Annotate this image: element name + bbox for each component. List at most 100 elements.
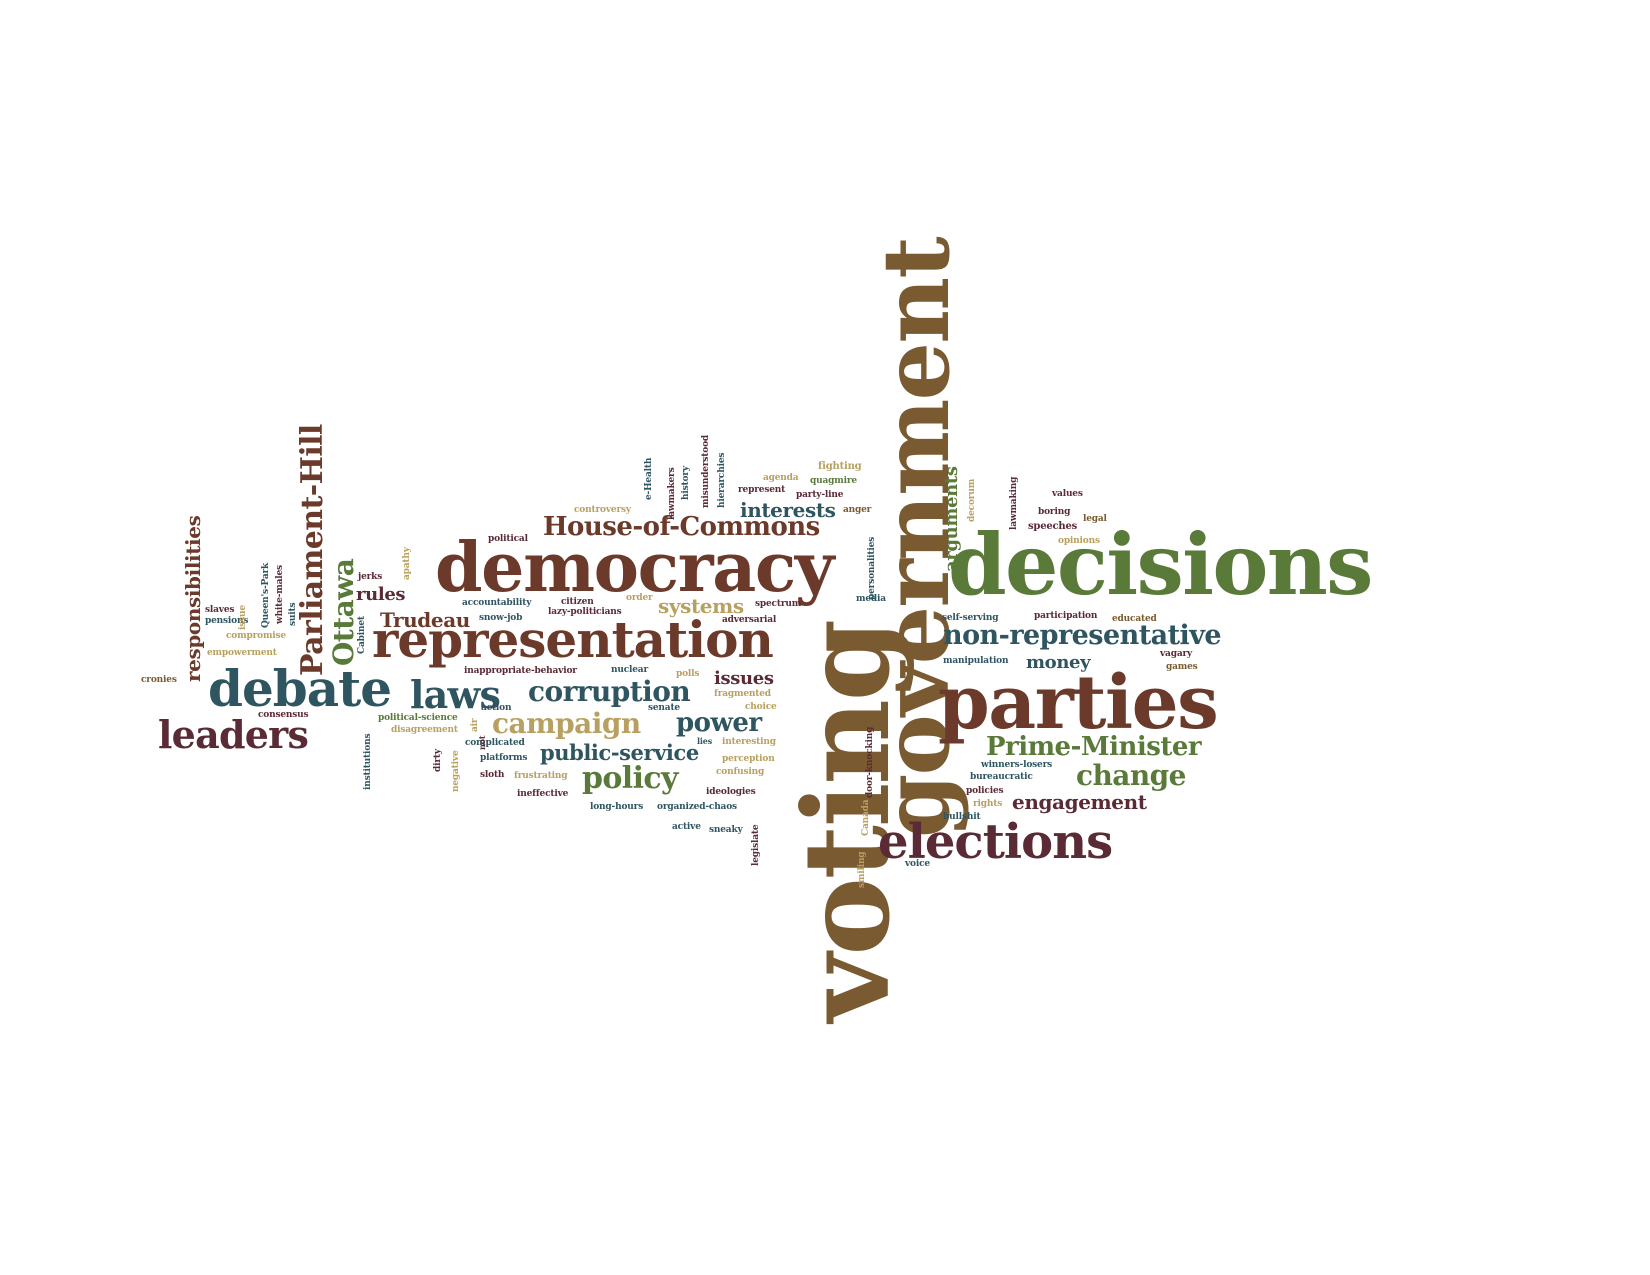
word-responsibilities: responsibilities [181, 515, 205, 682]
word-spectrum: spectrum [755, 599, 802, 609]
word-fighting: fighting [818, 461, 862, 472]
word-confusing: confusing [716, 767, 765, 777]
word-frustrating: frustrating [514, 771, 568, 781]
word-lies: lies [697, 736, 713, 746]
word-jerks: jerks [358, 572, 383, 582]
word-issues: issues [714, 668, 774, 689]
word-change: change [1076, 759, 1187, 792]
word-issue: issue [238, 605, 248, 630]
word-arguments: arguments [941, 466, 962, 572]
word-systems: systems [658, 594, 744, 618]
word-not: not [477, 735, 487, 750]
word-quagmire: quagmire [810, 476, 857, 486]
word-vagary: vagary [1160, 649, 1193, 659]
word-controversy: controversy [574, 505, 631, 515]
word-canada: Canada [861, 799, 871, 836]
word-order: order [626, 593, 653, 603]
word-cabinet: Cabinet [357, 616, 367, 654]
word-bullshit: bullshit [943, 812, 981, 822]
word-lawmaking: lawmaking [1009, 476, 1019, 530]
word-elections: elections [878, 814, 1113, 870]
word-inappropriate-behavior: inappropriate-behavior [464, 666, 577, 676]
word-political: political [488, 534, 528, 544]
word-ineffective: ineffective [517, 789, 569, 799]
word-prime-minister: Prime-Minister [986, 732, 1202, 762]
word-opinions: opinions [1058, 536, 1100, 546]
word-policies: policies [966, 786, 1004, 796]
word-participation: participation [1034, 611, 1098, 621]
word-house-of-commons: House-of-Commons [543, 512, 820, 542]
word-interesting: interesting [722, 737, 776, 747]
word-political-science: political-science [378, 713, 458, 723]
word-perception: perception [722, 754, 775, 764]
word-nuclear: nuclear [611, 665, 649, 675]
word-represent: represent [738, 485, 786, 495]
word-power: power [676, 708, 762, 738]
word-boring: boring [1038, 507, 1071, 517]
word-queens-park: Queen's-Park [261, 562, 271, 628]
word-money: money [1026, 652, 1091, 673]
word-anger: anger [843, 505, 872, 515]
word-party-line: party-line [796, 490, 844, 500]
word-cronies: cronies [141, 675, 177, 685]
word-history: history [681, 466, 691, 500]
word-misunderstood: misunderstood [701, 434, 711, 508]
word-sneaky: sneaky [709, 825, 743, 835]
word-accountability: accountability [462, 598, 532, 608]
word-snow-job: snow-job [479, 613, 523, 623]
word-self-serving: self-serving [942, 613, 999, 623]
word-citizen: citizen [561, 597, 594, 607]
word-slaves: slaves [205, 605, 235, 615]
word-legal: legal [1083, 514, 1107, 524]
word-white-males: white-males [275, 565, 285, 624]
word-decisions: decisions [948, 515, 1373, 614]
word-long-hours: long-hours [590, 802, 644, 812]
word-non-representative: non-representative [943, 620, 1222, 651]
word-trudeau: Trudeau [380, 608, 470, 632]
word-debate: debate [208, 659, 392, 718]
word-dirty: dirty [433, 749, 443, 772]
word-manipulation: manipulation [943, 656, 1009, 666]
word-public-service: public-service [540, 740, 699, 765]
word-lawmakers: lawmakers [667, 467, 677, 520]
word-representation: representation [372, 610, 774, 669]
word-consensus: consensus [258, 710, 309, 720]
word-policy: policy [582, 761, 678, 796]
word-apathy: apathy [402, 547, 412, 580]
word-personalities: personalities [867, 536, 877, 600]
word-action: action [481, 703, 512, 713]
word-campaign: campaign [492, 707, 641, 740]
word-compromise: compromise [226, 631, 286, 641]
word-agenda: agenda [763, 473, 799, 483]
word-ottawa: Ottawa [327, 558, 360, 666]
word-lazy-politicians: lazy-politicians [548, 607, 622, 617]
word-active: active [672, 822, 701, 832]
word-speeches: speeches [1028, 521, 1078, 532]
word-polls: polls [676, 669, 700, 679]
word-rules: rules [356, 584, 406, 605]
word-parliament-hill: Parliament-Hill [295, 424, 330, 676]
word-games: games [1166, 662, 1198, 672]
word-e-health: e-Health [644, 457, 654, 500]
word-corruption: corruption [528, 675, 691, 708]
word-winners-losers: winners-losers [981, 760, 1053, 770]
word-adversarial: adversarial [722, 615, 777, 625]
word-smiling: smiling [857, 851, 867, 888]
word-values: values [1052, 489, 1083, 499]
word-choice: choice [745, 702, 777, 712]
word-fragmented: fragmented [714, 689, 771, 699]
word-laws: laws [410, 672, 501, 717]
word-leaders: leaders [158, 712, 309, 757]
word-ideologies: ideologies [706, 787, 756, 797]
word-educated: educated [1112, 614, 1157, 624]
word-disagreement: disagreement [391, 725, 458, 735]
word-complicated: complicated [465, 738, 525, 748]
word-pensions: pensions [205, 616, 249, 626]
word-negative: negative [451, 750, 461, 793]
word-senate: senate [648, 703, 680, 713]
word-legislate: legislate [751, 824, 761, 866]
word-empowerment: empowerment [207, 648, 277, 658]
word-interests: interests [740, 498, 836, 522]
word-door-knocking: door-knocking [865, 726, 875, 798]
word-suits: suits [288, 602, 298, 626]
